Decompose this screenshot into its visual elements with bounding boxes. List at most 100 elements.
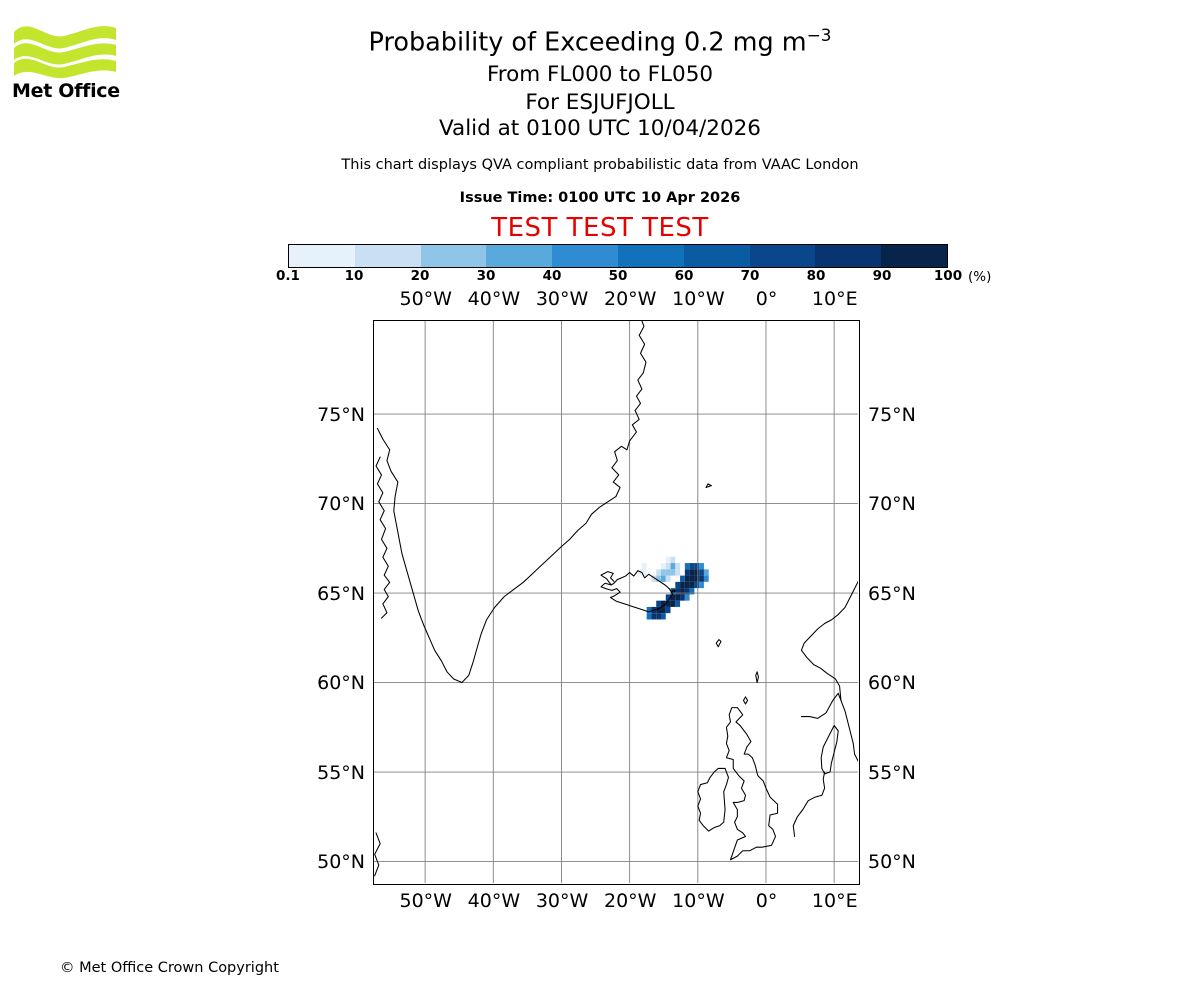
colorbar-segment-9 bbox=[881, 245, 947, 267]
probability-cell bbox=[637, 569, 642, 576]
met-office-wordmark: Met Office bbox=[12, 80, 120, 102]
colorbar-tick-40: 40 bbox=[542, 268, 562, 284]
colorbar-segment-2 bbox=[420, 245, 487, 267]
probability-cell bbox=[665, 606, 671, 614]
colorbar-tick-70: 70 bbox=[740, 268, 760, 284]
longitude-label-top-20°W: 20°W bbox=[603, 288, 657, 310]
probability-cell bbox=[684, 563, 690, 570]
latitude-label-left-50°N: 50°N bbox=[317, 851, 365, 874]
probability-cell bbox=[660, 600, 666, 607]
met-office-logo: Met Office bbox=[12, 18, 122, 113]
probability-cell bbox=[689, 563, 695, 570]
longitude-label-top-10°W: 10°W bbox=[672, 288, 725, 310]
map-plot-area[interactable] bbox=[373, 320, 860, 885]
probability-cell bbox=[684, 569, 690, 576]
probability-cell bbox=[641, 563, 647, 570]
probability-cell bbox=[680, 575, 685, 582]
probability-cell bbox=[670, 563, 676, 570]
map-canvas bbox=[374, 321, 858, 883]
probability-cell bbox=[641, 569, 647, 576]
probability-cell bbox=[651, 575, 657, 582]
probability-cell bbox=[660, 613, 666, 620]
colorbar-segment-7 bbox=[749, 245, 816, 267]
page-title-text: Probability of Exceeding 0.2 mg m bbox=[368, 27, 807, 58]
longitude-labels-bottom: 50°W 40°W 30°W 20°W 10°W 0° 10°E bbox=[0, 890, 1200, 916]
latitude-label-right-65°N: 65°N bbox=[868, 582, 916, 605]
colorbar-segment-0 bbox=[289, 245, 355, 267]
volcano-subtitle: For ESJUFJOLL bbox=[525, 90, 675, 115]
probability-cell bbox=[656, 613, 661, 620]
probability-cell bbox=[670, 594, 676, 601]
coastline-greenland-nw bbox=[376, 427, 391, 451]
coastline-norway bbox=[800, 580, 858, 719]
probability-cell bbox=[694, 575, 700, 582]
qva-note: This chart displays QVA compliant probab… bbox=[341, 157, 859, 173]
probability-cell bbox=[694, 563, 700, 570]
coastline-shetland bbox=[755, 671, 759, 684]
colorbar-tick-0.1: 0.1 bbox=[276, 268, 300, 284]
coastline-jan-mayen bbox=[705, 483, 712, 488]
colorbar-tick-30: 30 bbox=[476, 268, 496, 284]
probability-cell bbox=[689, 569, 695, 576]
coastline-labrador bbox=[374, 832, 381, 877]
probability-cells-layer bbox=[637, 556, 709, 620]
colorbar-gradient bbox=[288, 244, 948, 268]
probability-cell bbox=[699, 581, 704, 589]
probability-cell bbox=[675, 569, 681, 576]
longitude-label-top-10°E: 10°E bbox=[811, 288, 858, 310]
coastline-faroes bbox=[715, 639, 722, 648]
page-title: Probability of Exceeding 0.2 mg m−3 bbox=[0, 26, 1200, 57]
longitude-label-bottom-30°W: 30°W bbox=[535, 890, 589, 912]
probability-cell bbox=[675, 600, 681, 607]
probability-cell bbox=[651, 613, 657, 620]
coastline-ireland bbox=[697, 767, 730, 832]
colorbar-segment-5 bbox=[617, 245, 684, 267]
probability-cell bbox=[670, 569, 676, 576]
longitude-label-bottom-10°W: 10°W bbox=[672, 890, 725, 912]
graticule-layer bbox=[374, 321, 858, 883]
probability-cell bbox=[694, 581, 700, 589]
probability-cell bbox=[656, 575, 661, 582]
probability-cell bbox=[660, 569, 666, 576]
probability-cell bbox=[675, 563, 681, 570]
coastline-layer bbox=[374, 321, 858, 877]
coastline-iceland bbox=[600, 570, 674, 613]
coastline-iceland-nw-peninsula bbox=[600, 571, 615, 586]
colorbar-tick-10: 10 bbox=[344, 268, 364, 284]
coastline-sweden-baltic bbox=[840, 699, 858, 762]
page-title-exponent: −3 bbox=[806, 25, 832, 45]
colorbar-segment-1 bbox=[354, 245, 421, 267]
colorbar-tick-80: 80 bbox=[806, 268, 826, 284]
probability-cell bbox=[703, 575, 709, 582]
probability-cell bbox=[665, 594, 671, 601]
probability-cell bbox=[670, 556, 676, 564]
probability-cell bbox=[684, 575, 690, 582]
coastline-greenland-se bbox=[386, 449, 617, 684]
probability-cell bbox=[675, 581, 681, 589]
probability-cell bbox=[665, 575, 671, 582]
coastline-iceland-small-isle bbox=[671, 589, 676, 593]
probability-cell bbox=[665, 600, 671, 607]
test-banner: TEST TEST TEST bbox=[491, 213, 709, 243]
probability-cell bbox=[660, 606, 666, 614]
colorbar-tick-labels: 0.1 10 20 30 40 50 60 70 80 90 100 bbox=[276, 268, 962, 286]
colorbar-segment-4 bbox=[552, 245, 618, 267]
probability-cell bbox=[684, 581, 690, 589]
probability-cell bbox=[699, 569, 704, 576]
probability-colorbar bbox=[288, 244, 948, 268]
colorbar-tick-50: 50 bbox=[608, 268, 628, 284]
colorbar-tick-60: 60 bbox=[674, 268, 694, 284]
probability-cell bbox=[656, 569, 661, 576]
colorbar-segment-3 bbox=[486, 245, 553, 267]
probability-cell bbox=[689, 581, 695, 589]
probability-cell bbox=[656, 606, 661, 614]
latitude-label-left-70°N: 70°N bbox=[317, 493, 365, 516]
longitude-label-bottom-10°E: 10°E bbox=[811, 890, 858, 912]
probability-cell bbox=[684, 588, 690, 595]
longitude-label-top-30°W: 30°W bbox=[535, 288, 589, 310]
latitude-label-right-60°N: 60°N bbox=[868, 672, 916, 695]
colorbar-tick-20: 20 bbox=[410, 268, 430, 284]
coastline-greenland-east bbox=[611, 321, 647, 497]
longitude-labels-top: 50°W 40°W 30°W 20°W 10°W 0° 10°E bbox=[0, 288, 1200, 314]
